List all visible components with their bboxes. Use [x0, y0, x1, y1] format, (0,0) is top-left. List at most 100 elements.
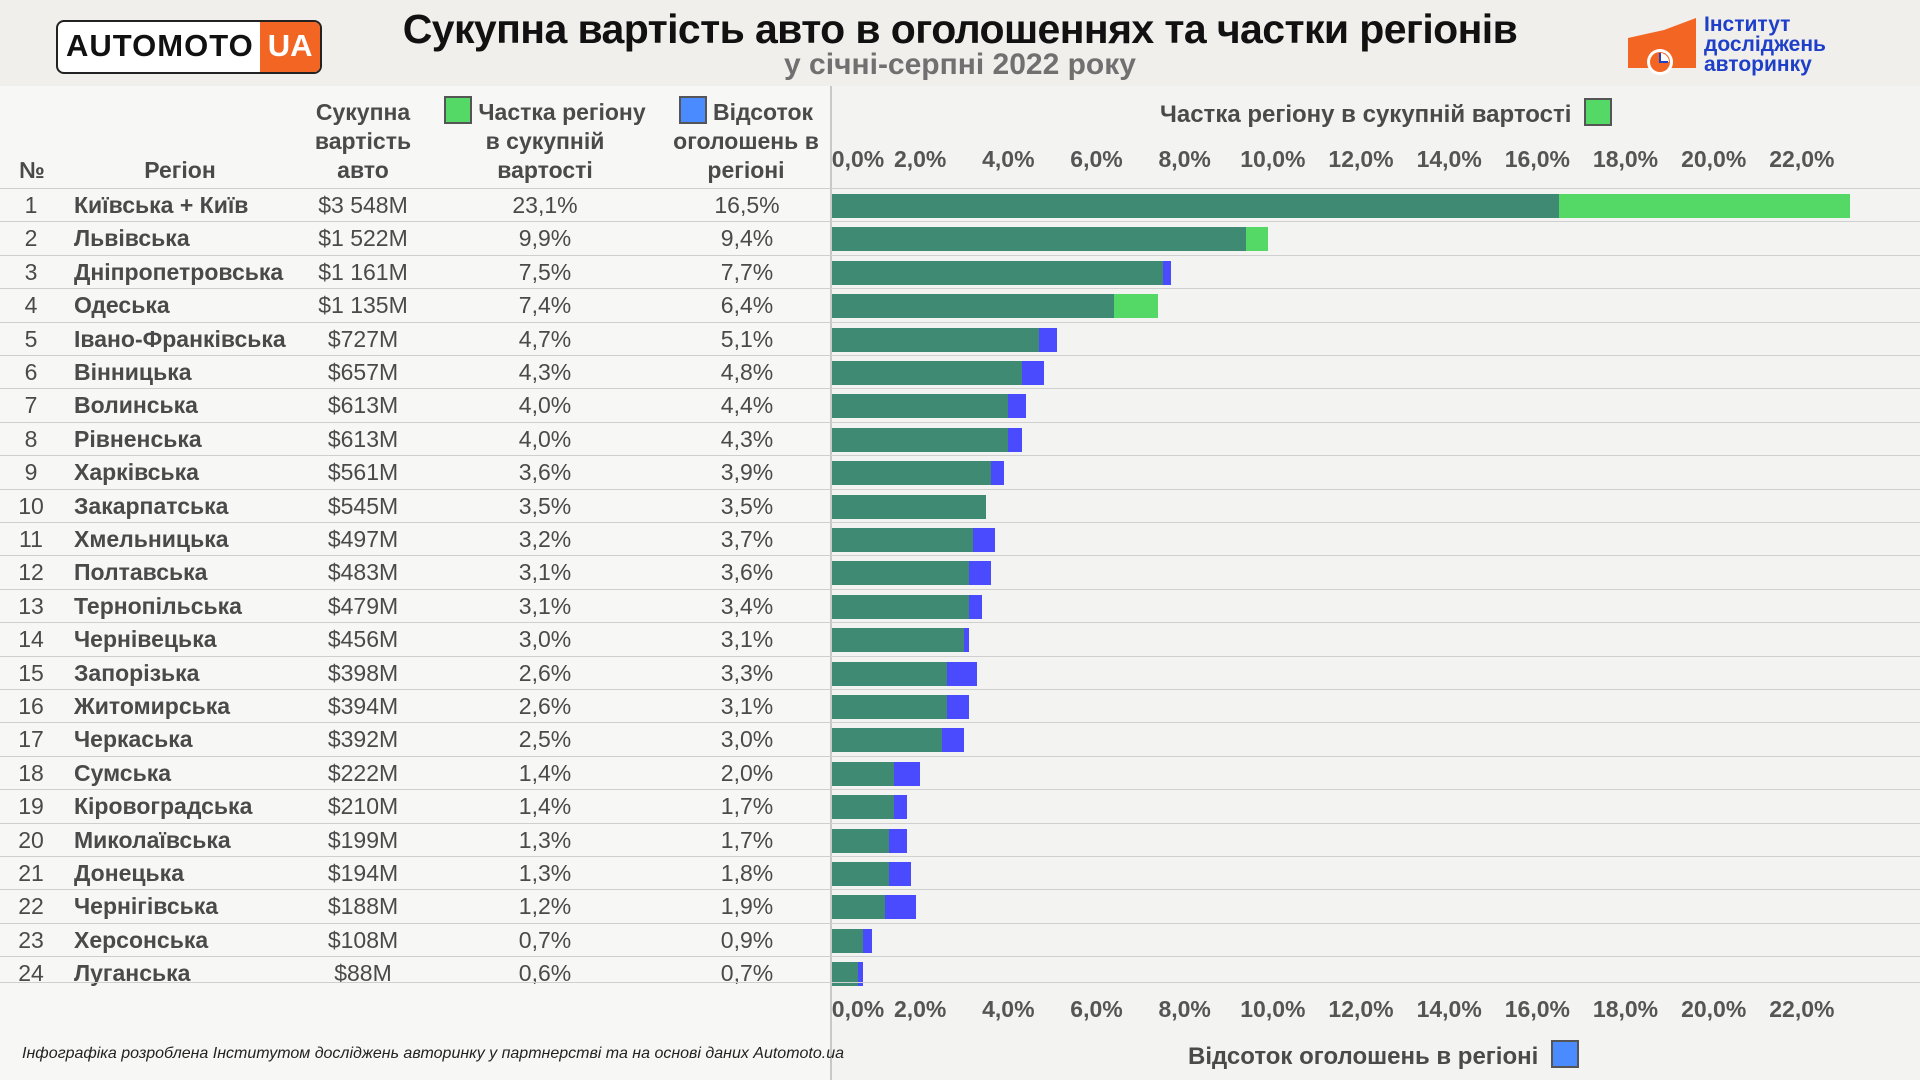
x-tick-label: 2,0%	[893, 996, 947, 1022]
x-tick-label: 22,0%	[1769, 996, 1835, 1022]
row-number: 6	[24, 359, 38, 385]
bar-percent-excess	[884, 895, 916, 920]
bar-overlap	[832, 361, 1022, 385]
row-number: 2	[24, 225, 38, 252]
row-share: 3,1%	[518, 559, 572, 586]
table-row: 18 Сумська $222M 1,4% 2,0%	[0, 755, 1920, 790]
bar-overlap	[832, 928, 863, 953]
col-value-header-line: вартість	[314, 128, 412, 154]
row-value: $456M	[327, 626, 399, 653]
bar-percent-excess	[1162, 260, 1172, 285]
table-row: 17 Черкаська $392M 2,5% 3,0%	[0, 722, 1920, 756]
bar-percent-excess	[964, 628, 969, 653]
col-share-header: Частка регіону в сукупній вартості	[440, 96, 650, 185]
col-value-header-line: Сукупна	[315, 99, 411, 125]
footer-note: Інфографіка розроблена Інститутом дослід…	[22, 1045, 845, 1062]
row-number: 7	[24, 392, 38, 419]
row-percent: 5,1%	[720, 325, 774, 352]
bar-overlap	[832, 795, 894, 820]
institute-name: Інститут досліджень авторинку	[1704, 13, 1826, 75]
row-region: Дніпропетровська	[74, 258, 284, 285]
institute-line-1: Інститут	[1704, 13, 1791, 36]
bar-overlap	[832, 828, 890, 853]
row-percent: 3,3%	[720, 659, 774, 686]
row-percent: 7,7%	[720, 258, 774, 285]
row-region: Львівська	[74, 225, 190, 252]
row-number: 23	[18, 926, 44, 953]
row-percent: 3,1%	[720, 693, 774, 719]
row-share: 3,1%	[518, 592, 572, 619]
row-region: Луганська	[74, 960, 191, 987]
x-tick-label: 18,0%	[1592, 996, 1659, 1022]
table-row: 5 Івано-Франківська $727M 4,7% 5,1%	[0, 321, 1920, 356]
top-axis: 0,0% 2,0% 4,0% 6,0% 8,0% 10,0% 12,0% 14,0% 16,0%…	[0, 146, 1920, 180]
bar-percent-excess	[946, 695, 969, 719]
row-share: 0,7%	[518, 926, 572, 953]
row-number: 22	[18, 893, 44, 920]
bottom-axis-legend-swatch	[1550, 1040, 1579, 1068]
row-region: Вінницька	[74, 359, 192, 385]
bar-share-excess	[1114, 294, 1159, 319]
row-share: 0,6%	[518, 960, 572, 987]
row-value: $199M	[327, 826, 399, 853]
bar-overlap	[832, 561, 969, 586]
bar-percent-excess	[973, 528, 996, 552]
row-share: 4,7%	[518, 325, 572, 352]
table-row: 6 Вінницька $657M 4,3% 4,8%	[0, 355, 1920, 389]
row-region: Хмельницька	[74, 526, 229, 552]
x-tick-label: 6,0%	[1070, 996, 1123, 1022]
bar-overlap	[832, 862, 890, 886]
row-share: 7,5%	[518, 258, 572, 285]
chart-divider	[830, 86, 832, 1080]
bar-overlap	[832, 461, 991, 486]
bar-percent-excess	[862, 928, 872, 953]
bar-percent-excess	[893, 795, 907, 820]
bar-percent-excess	[1008, 427, 1022, 452]
automoto-logo[interactable]: AUTOMOTO UA	[56, 20, 323, 74]
row-percent: 9,4%	[720, 225, 774, 252]
x-tick-label: 10,0%	[1240, 996, 1306, 1022]
row-percent: 1,7%	[720, 793, 774, 820]
col-share-header-line: Частка регіону	[478, 99, 646, 125]
table-row: 2 Львівська $1 522M 9,9% 9,4%	[0, 221, 1920, 255]
col-num-header: №	[19, 157, 45, 183]
table-row: 20 Миколаївська $199M 1,3% 1,7%	[0, 822, 1920, 857]
row-percent: 3,7%	[720, 526, 774, 552]
table-row: 14 Чернівецька $456M 3,0% 3,1%	[0, 622, 1920, 656]
row-percent: 4,8%	[720, 359, 774, 385]
bar-percent-excess	[990, 461, 1004, 486]
row-region: Чернігівська	[74, 893, 219, 920]
row-number: 12	[18, 559, 44, 586]
table-row: 22 Чернігівська $188M 1,2% 1,9%	[0, 889, 1920, 923]
page-title: Сукупна вартість авто в оголошеннях та ч…	[402, 6, 1518, 52]
row-value: $394M	[327, 693, 399, 719]
row-percent: 6,4%	[720, 292, 774, 319]
row-region: Житомирська	[74, 693, 231, 719]
row-share: 2,6%	[518, 693, 572, 719]
row-region: Запорізька	[74, 659, 200, 686]
row-share: 9,9%	[518, 225, 572, 252]
table-row: 15 Запорізька $398M 2,6% 3,3%	[0, 655, 1920, 690]
row-number: 21	[18, 860, 44, 886]
row-value: $108M	[327, 926, 399, 953]
bar-percent-excess	[1039, 327, 1057, 352]
table-row: 7 Волинська $613M 4,0% 4,4%	[0, 388, 1920, 422]
header: AUTOMOTO UA Сукупна вартість авто в огол…	[0, 0, 1920, 86]
row-share: 1,3%	[518, 826, 572, 853]
row-region: Тернопільська	[74, 592, 242, 619]
row-number: 20	[18, 826, 44, 853]
row-number: 9	[24, 459, 38, 486]
row-value: $392M	[327, 726, 399, 753]
row-value: $188M	[327, 893, 399, 920]
row-value: $497M	[327, 526, 399, 552]
bottom-axis-title: Відсоток оголошень в регіоні	[1188, 1040, 1579, 1071]
bar-overlap	[832, 194, 1560, 218]
row-region: Миколаївська	[74, 826, 231, 853]
x-tick-label: 8,0%	[1158, 146, 1211, 172]
col-share-header-line: в сукупній	[485, 128, 605, 154]
row-number: 14	[18, 626, 44, 653]
table-row: 12 Полтавська $483M 3,1% 3,6%	[0, 555, 1920, 589]
row-share: 3,6%	[518, 459, 572, 486]
table-row: 21 Донецька $194M 1,3% 1,8%	[0, 856, 1920, 890]
institute-logo-icon	[1628, 18, 1696, 75]
